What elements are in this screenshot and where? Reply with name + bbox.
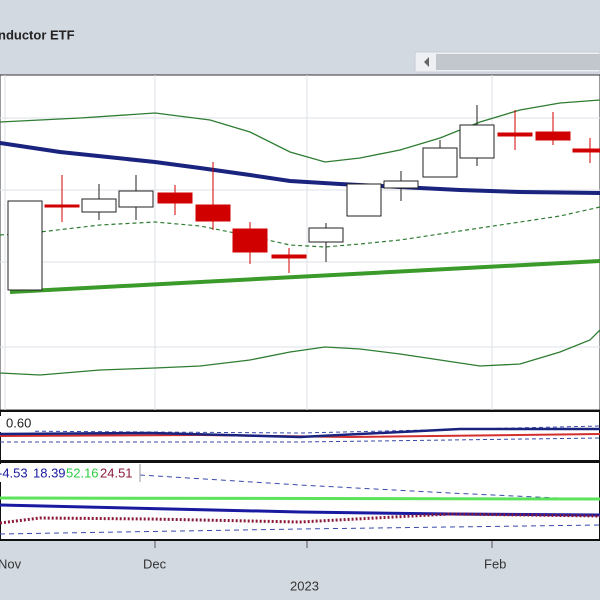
candle-body (7, 200, 43, 291)
adx-line (0, 496, 600, 501)
macd-line (0, 427, 600, 439)
candle-body (157, 192, 193, 204)
candle-body (44, 204, 80, 208)
candle-body (118, 190, 154, 208)
candle-body (383, 180, 419, 189)
x-axis-label: 2023 (290, 578, 319, 593)
candle-body (497, 132, 533, 137)
moving-average-200 (9, 259, 600, 294)
label-box (0, 464, 140, 482)
dmi-lines (0, 474, 600, 535)
candle-body (271, 254, 307, 259)
candle-body (308, 227, 344, 243)
scroll-thumb[interactable] (436, 54, 600, 70)
dmi-value: 52.16 (66, 465, 99, 480)
candle-body (195, 204, 231, 222)
dmi-value: 24.51 (100, 465, 133, 480)
middle-band (0, 206, 600, 248)
upper-band (0, 99, 600, 163)
dmi-value: -4.53 (0, 465, 28, 480)
candle-body (459, 124, 495, 159)
scroll-left-arrow[interactable] (424, 57, 429, 67)
label-box (0, 416, 34, 432)
dmi-value: 18.39 (33, 465, 66, 480)
x-axis-label: Dec (143, 556, 167, 571)
candle-body (422, 147, 458, 178)
candle-body (81, 198, 117, 213)
candles (7, 105, 600, 291)
candle-body (572, 148, 600, 153)
overlays (0, 99, 600, 376)
macd-lines (0, 425, 600, 443)
x-axis-label: Nov (0, 556, 22, 571)
candle-body (232, 228, 268, 253)
x-axis-bar (0, 541, 600, 600)
price-panel (0, 74, 600, 411)
chart-title: nductor ETF (0, 27, 75, 42)
moving-average-50 (0, 141, 600, 195)
candle-body (535, 131, 571, 141)
dmi-band (0, 524, 600, 535)
dmi-band (139, 474, 600, 501)
macd-value: 0.60 (6, 415, 31, 430)
scrollbar[interactable] (414, 51, 600, 73)
lower-band (0, 329, 600, 376)
minus-di (0, 512, 600, 525)
candle-body (346, 183, 382, 217)
x-axis-label: Feb (484, 556, 506, 571)
macd-band (0, 437, 600, 443)
